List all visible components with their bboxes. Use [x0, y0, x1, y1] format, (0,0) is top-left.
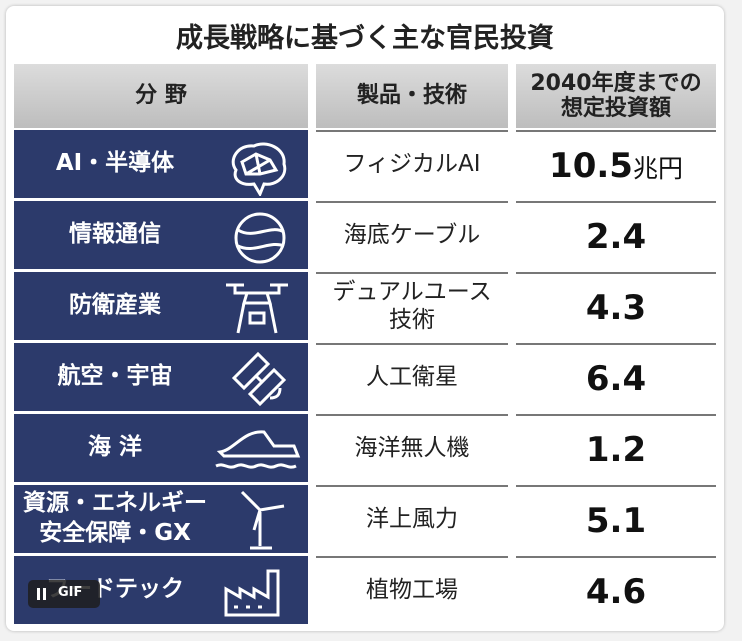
gif-badge[interactable]: GIF: [28, 580, 100, 608]
amount-value: 1.2: [585, 430, 647, 470]
amount-cell: 1.2: [516, 414, 716, 482]
field-line: 防衛産業: [69, 292, 161, 319]
header-text: 分 野: [135, 83, 187, 109]
amount-value: 6.4: [585, 359, 647, 399]
amount-cell: 10.5 兆円: [516, 130, 716, 198]
amount-value: 5.1: [585, 501, 647, 541]
product-cell: フィジカルAI: [316, 130, 508, 198]
field-line: 資源・エネルギー: [23, 490, 207, 517]
icon-factory: [224, 569, 280, 617]
product-line: 洋上風力: [366, 506, 458, 533]
product-cell: 植物工場: [316, 556, 508, 624]
icon-satellite: [231, 351, 287, 407]
header-text: 製品・技術: [356, 83, 467, 109]
amount-unit: 兆円: [632, 154, 683, 183]
field-text: 航空・宇宙: [14, 343, 216, 411]
amount-cell: 2.4: [516, 201, 716, 269]
amount-value: 4.6: [585, 572, 647, 612]
amount-cell: 6.4: [516, 343, 716, 411]
field-text: 資源・エネルギー 安全保障・GX: [14, 485, 216, 553]
field-line: 航空・宇宙: [57, 363, 173, 390]
field-text: 防衛産業: [14, 272, 216, 340]
card: 成長戦略に基づく主な官民投資 分 野 製品・技術 2040年度までの 想定投資額 AI・…: [6, 6, 724, 631]
field-line: 海 洋: [87, 434, 142, 461]
field-text: AI・半導体: [14, 130, 216, 198]
icon-brain: [231, 142, 287, 196]
amount-value: 10.5: [549, 146, 633, 186]
amount-value: 2.4: [585, 217, 647, 257]
amount-cell: 5.1: [516, 485, 716, 553]
product-cell: デュアルユース 技術: [316, 272, 508, 340]
product-line: 技術: [389, 307, 435, 333]
field-cell: [14, 272, 308, 340]
product-cell: 洋上風力: [316, 485, 508, 553]
icon-drone: [226, 283, 288, 334]
icon-wind-turbine: [240, 490, 285, 550]
field-line: 情報通信: [69, 221, 161, 248]
product-cell: 海洋無人機: [316, 414, 508, 482]
field-text: 情報通信: [14, 201, 216, 269]
amount-value: 4.3: [585, 288, 647, 328]
field-cell: [14, 414, 308, 482]
field-text: 海 洋: [14, 414, 216, 482]
gif-label: GIF: [58, 585, 83, 600]
product-line: フィジカルAI: [343, 151, 481, 178]
header-cell: 2040年度までの 想定投資額: [516, 64, 716, 128]
field-line: AI・半導体: [55, 150, 175, 177]
header-cell: 分 野: [14, 64, 308, 128]
icon-globe: [234, 212, 286, 264]
header-text: 想定投資額: [560, 96, 671, 121]
header-text: 2040年度までの: [530, 70, 702, 96]
icon-jetski: [215, 430, 301, 469]
product-cell: 人工衛星: [316, 343, 508, 411]
product-line: 人工衛星: [366, 364, 458, 391]
product-line: デュアルユース: [332, 279, 492, 306]
header-cell: 製品・技術: [316, 64, 508, 128]
pause-icon: [37, 588, 46, 600]
title: 成長戦略に基づく主な官民投資: [176, 23, 554, 54]
product-line: 植物工場: [366, 577, 458, 604]
amount-cell: 4.6: [516, 556, 716, 624]
field-line: 安全保障・GX: [39, 520, 191, 546]
product-line: 海底ケーブル: [343, 222, 481, 249]
product-cell: 海底ケーブル: [316, 201, 508, 269]
field-cell: [14, 201, 308, 269]
product-line: 海洋無人機: [354, 435, 470, 462]
amount-cell: 4.3: [516, 272, 716, 340]
